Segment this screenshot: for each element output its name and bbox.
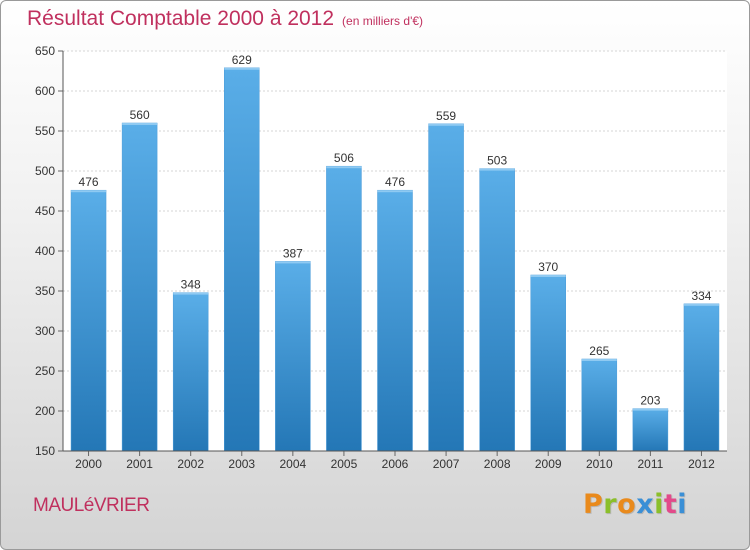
y-tick-label: 200 — [35, 404, 55, 418]
x-tick-label-2001: 2001 — [126, 457, 153, 471]
y-tick-label: 300 — [35, 324, 55, 338]
x-tick-label-2006: 2006 — [382, 457, 409, 471]
bar-2000 — [70, 189, 107, 452]
bar-2011 — [632, 408, 669, 452]
bar-highlight — [683, 303, 719, 306]
bar-highlight — [530, 275, 566, 277]
bar-2003 — [224, 67, 260, 452]
bar-2005 — [326, 165, 362, 452]
bar-highlight — [224, 67, 260, 70]
logo-letter: o — [617, 489, 637, 520]
x-tick-label-2008: 2008 — [484, 457, 511, 471]
chart-title: Résultat Comptable 2000 à 2012 (en millie… — [27, 7, 423, 31]
x-tick-label-2009: 2009 — [535, 457, 562, 471]
bar-2004 — [275, 261, 311, 452]
bar-highlight — [377, 190, 413, 193]
y-tick-label: 400 — [35, 244, 55, 258]
logo-letter: i — [654, 489, 664, 520]
bar-highlight — [275, 261, 311, 264]
data-label-2006: 476 — [385, 175, 405, 189]
bar-2001 — [121, 122, 158, 452]
y-tick-label: 150 — [35, 444, 55, 458]
bar-highlight — [632, 408, 668, 411]
logo-letter: i — [677, 489, 688, 520]
logo-letter: t — [663, 489, 678, 520]
bar-highlight — [326, 166, 362, 169]
chart-unit-label: (en milliers d'€) — [342, 14, 424, 28]
bar-2012 — [683, 303, 720, 452]
bar-highlight — [479, 168, 515, 171]
bar-2007 — [428, 123, 464, 452]
logo-letter: x — [636, 489, 655, 520]
y-tick-label: 450 — [35, 204, 55, 218]
bar-2002 — [172, 292, 209, 452]
data-label-2008: 503 — [487, 154, 507, 168]
bar-highlight — [173, 292, 209, 295]
proxiti-logo: Proxiti — [583, 489, 687, 520]
bar-highlight — [428, 123, 464, 126]
x-tick-label-2005: 2005 — [331, 457, 358, 471]
logo-letter: P — [583, 489, 604, 520]
bar-2008 — [479, 168, 515, 452]
x-tick-label-2010: 2010 — [586, 457, 613, 471]
data-label-2000: 476 — [79, 175, 99, 189]
y-tick-label: 500 — [35, 164, 55, 178]
x-tick-label-2011: 2011 — [637, 457, 663, 471]
bar-highlight — [122, 123, 158, 125]
bar-2006 — [377, 189, 413, 452]
y-tick-label: 600 — [35, 84, 55, 98]
x-tick-label-2007: 2007 — [433, 457, 460, 471]
y-tick-label: 550 — [35, 124, 55, 138]
data-label-2010: 265 — [589, 344, 609, 358]
data-label-2009: 370 — [538, 260, 558, 274]
chart-title-main: Résultat Comptable 2000 à 2012 — [27, 7, 335, 30]
data-label-2003: 629 — [232, 53, 252, 67]
bar-highlight — [581, 359, 617, 361]
logo-letter: r — [603, 489, 618, 520]
bar-2010 — [581, 358, 618, 452]
x-tick-label-2003: 2003 — [228, 457, 255, 471]
x-tick-label-2012: 2012 — [688, 457, 715, 471]
y-tick-label: 650 — [35, 44, 55, 58]
data-label-2001: 560 — [130, 108, 150, 122]
x-tick-label-2002: 2002 — [177, 457, 204, 471]
y-tick-label: 350 — [35, 284, 55, 298]
bar-2009 — [530, 274, 566, 452]
data-label-2011: 203 — [640, 394, 660, 408]
y-tick-label: 250 — [35, 364, 55, 378]
x-tick-label-2000: 2000 — [75, 457, 102, 471]
bar-highlight — [71, 190, 107, 193]
data-label-2004: 387 — [283, 246, 303, 260]
x-tick-label-2004: 2004 — [279, 457, 306, 471]
data-label-2002: 348 — [181, 278, 201, 292]
data-label-2012: 334 — [691, 289, 711, 303]
commune-name: MAULéVRIER — [33, 495, 150, 516]
data-label-2007: 559 — [436, 109, 456, 123]
data-label-2005: 506 — [334, 151, 354, 165]
